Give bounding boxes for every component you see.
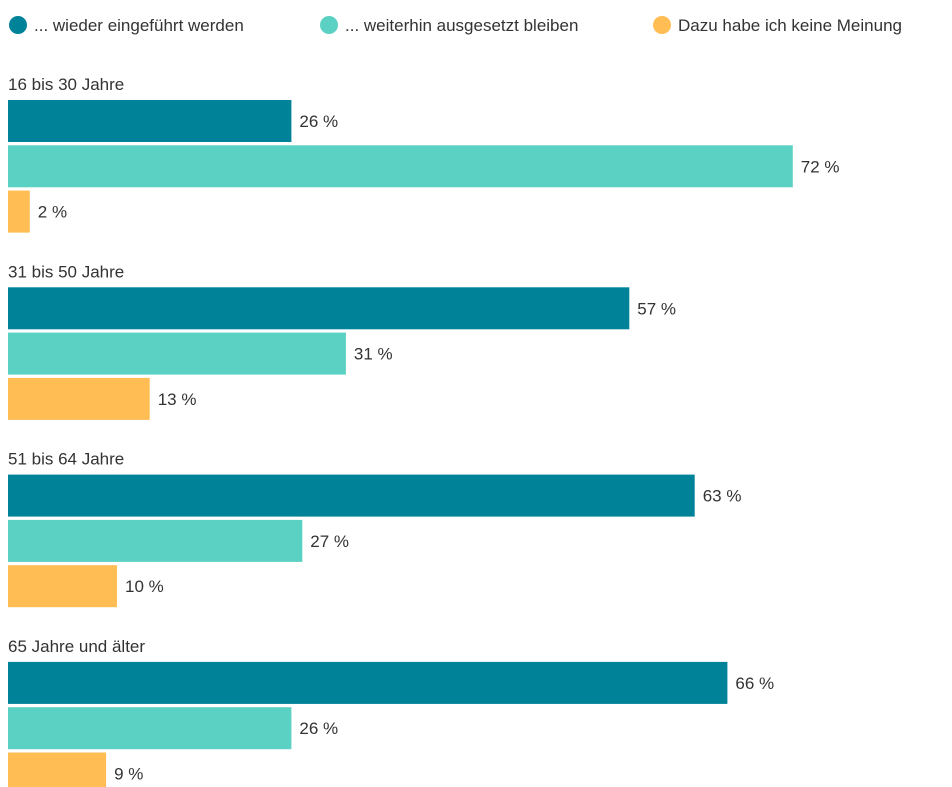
data-label: 26 % <box>299 719 338 738</box>
bar[interactable] <box>8 474 695 517</box>
data-label: 63 % <box>703 487 742 506</box>
bar[interactable] <box>8 661 728 704</box>
data-label: 10 % <box>125 577 164 596</box>
data-label: 26 % <box>299 112 338 131</box>
bar-group: 65 Jahre und älter 66 % 26 % 9 % <box>8 637 774 787</box>
data-label: 27 % <box>310 532 349 551</box>
bar-group: 31 bis 50 Jahre 57 % 31 % 13 % <box>8 262 676 420</box>
bar[interactable] <box>8 100 292 142</box>
data-label: 13 % <box>158 390 197 409</box>
bar[interactable] <box>8 519 303 562</box>
legend-label: ... wieder eingeführt werden <box>34 16 244 35</box>
data-label: 31 % <box>354 345 393 364</box>
legend-label: ... weiterhin ausgesetzt bleiben <box>345 16 578 35</box>
bar[interactable] <box>8 565 117 608</box>
bar[interactable] <box>8 332 346 375</box>
legend-label: Dazu habe ich keine Meinung <box>678 16 902 35</box>
category-label: 51 bis 64 Jahre <box>8 450 124 469</box>
legend-swatch <box>653 16 671 34</box>
bar[interactable] <box>8 707 292 750</box>
bar[interactable] <box>8 190 30 233</box>
data-label: 72 % <box>801 157 840 176</box>
legend-swatch <box>9 16 27 34</box>
bar[interactable] <box>8 752 107 787</box>
data-label: 9 % <box>114 765 143 784</box>
category-label: 65 Jahre und älter <box>8 637 145 656</box>
bar[interactable] <box>8 145 793 188</box>
data-label: 2 % <box>38 203 67 222</box>
data-label: 66 % <box>735 674 774 693</box>
legend: ... wieder eingeführt werden ... weiterhi… <box>9 16 902 35</box>
category-label: 16 bis 30 Jahre <box>8 75 124 94</box>
bar-groups: 16 bis 30 Jahre 26 % 72 % 2 % 31 bis 50 Jahr… <box>8 75 840 787</box>
bar[interactable] <box>8 377 150 420</box>
legend-item[interactable]: Dazu habe ich keine Meinung <box>653 16 902 35</box>
category-label: 31 bis 50 Jahre <box>8 262 124 281</box>
bar[interactable] <box>8 287 630 330</box>
legend-swatch <box>320 16 338 34</box>
bar-group: 16 bis 30 Jahre 26 % 72 % 2 % <box>8 75 840 233</box>
bar-group: 51 bis 64 Jahre 63 % 27 % 10 % <box>8 450 741 608</box>
data-label: 57 % <box>637 299 676 318</box>
legend-item[interactable]: ... wieder eingeführt werden <box>9 16 244 35</box>
legend-item[interactable]: ... weiterhin ausgesetzt bleiben <box>320 16 578 35</box>
